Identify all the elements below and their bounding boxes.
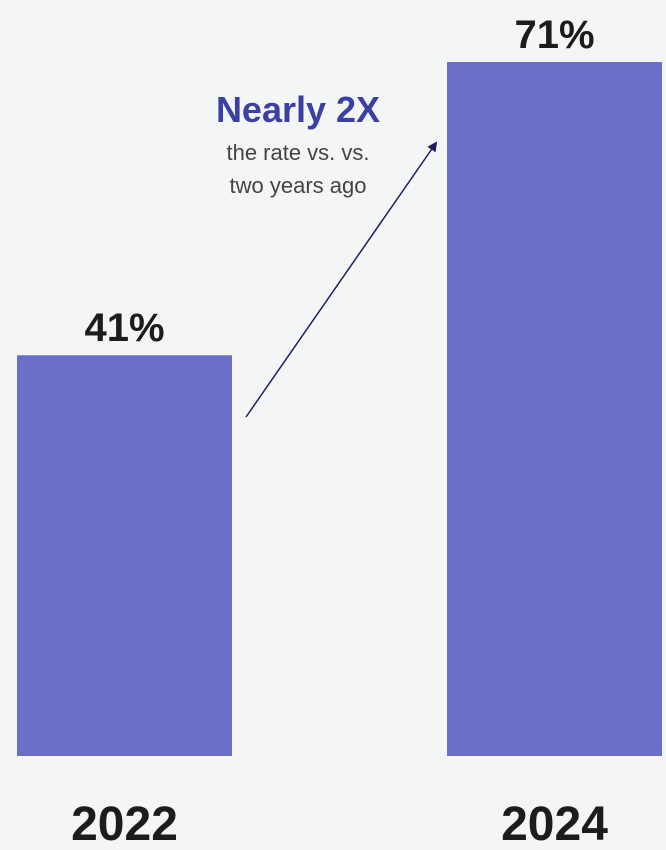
growth-arrow <box>245 141 438 418</box>
category-label-2024: 2024 <box>501 798 608 850</box>
annotation-line-1: the rate vs. vs. <box>226 140 369 165</box>
bar-2022 <box>17 355 232 756</box>
annotation-line-2: two years ago <box>230 173 367 198</box>
category-label-2022: 2022 <box>71 798 178 850</box>
annotation-headline: Nearly 2X <box>216 89 380 130</box>
value-label-2022: 41% <box>84 306 164 350</box>
value-label-2024: 71% <box>514 13 594 57</box>
bar-2024 <box>447 62 662 756</box>
